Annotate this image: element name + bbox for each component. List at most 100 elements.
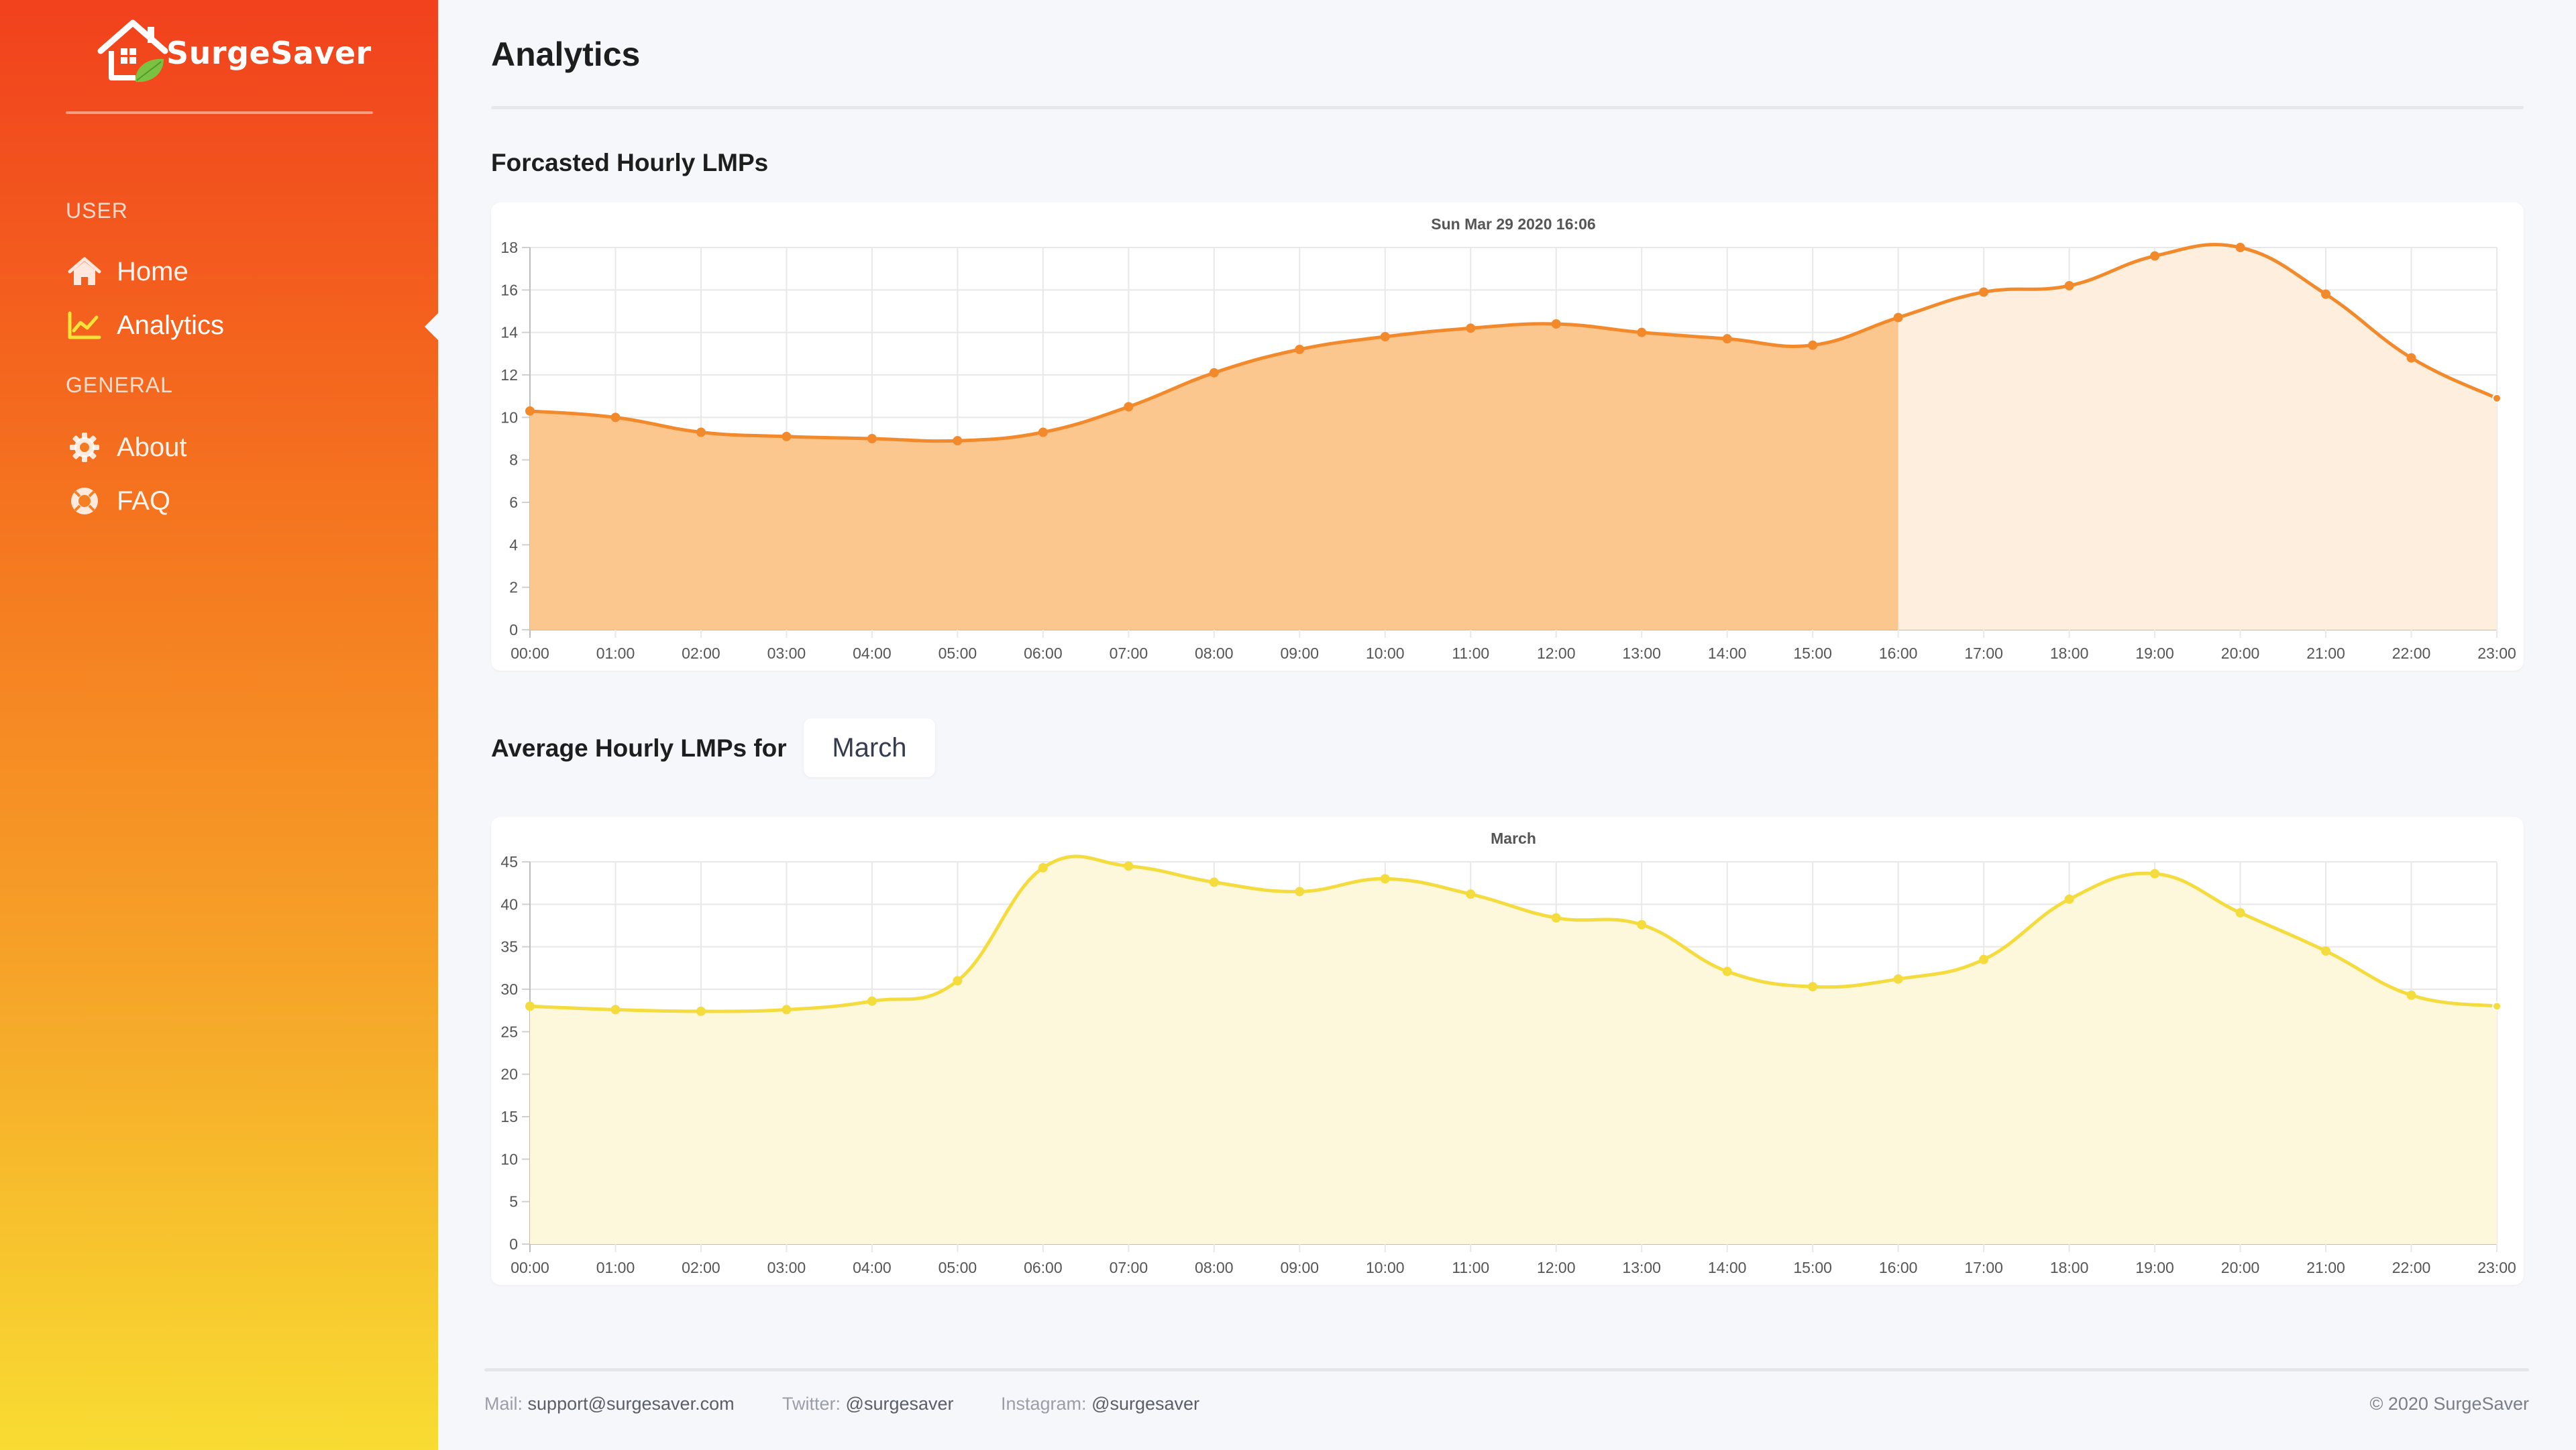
forecast-xtick-label: 01:00 [596, 645, 635, 662]
home-icon [66, 253, 103, 290]
forecast-data-point [1038, 427, 1048, 437]
average-ytick-label: 20 [500, 1066, 518, 1083]
average-xtick-label: 10:00 [1366, 1259, 1405, 1276]
forecast-xtick-label: 22:00 [2392, 645, 2431, 662]
sidebar-item-analytics[interactable]: Analytics [66, 302, 415, 349]
footer-mail-link[interactable]: support@surgesaver.com [527, 1394, 735, 1414]
average-xtick-label: 02:00 [682, 1259, 720, 1276]
month-select[interactable]: March [804, 718, 935, 777]
average-data-point [1551, 913, 1561, 923]
forecast-data-point [1295, 345, 1305, 354]
average-ytick-label: 45 [500, 853, 518, 871]
average-ytick-label: 0 [509, 1235, 518, 1253]
average-xtick-label: 08:00 [1195, 1259, 1234, 1276]
forecast-xtick-label: 03:00 [767, 645, 806, 662]
average-data-point [1038, 862, 1048, 873]
forecast-xtick-label: 12:00 [1537, 645, 1576, 662]
lifebuoy-icon [66, 482, 103, 520]
forecast-xtick-label: 14:00 [1708, 645, 1747, 662]
average-data-point [782, 1005, 792, 1015]
average-xtick-label: 03:00 [767, 1259, 806, 1276]
sidebar-item-label: Analytics [117, 310, 225, 340]
sidebar-item-about[interactable]: About [66, 424, 415, 471]
gear-icon [66, 429, 103, 466]
average-data-point [525, 1001, 535, 1011]
forecast-chart-card: Sun Mar 29 2020 16:06 0 2 4 6 8 10 12 14 16 18 00:0… [491, 203, 2524, 671]
average-xtick-label: 11:00 [1452, 1259, 1489, 1276]
forecast-xtick-label: 11:00 [1452, 645, 1489, 662]
average-data-point [696, 1006, 706, 1016]
sidebar-item-label: Home [117, 256, 189, 286]
forecast-data-point [1893, 313, 1903, 323]
title-divider [491, 106, 2524, 109]
average-chart-card: March 0 5 10 15 20 25 30 35 40 45 00:00 01:00 02:00 03… [491, 817, 2524, 1285]
average-data-point [1722, 966, 1732, 977]
average-data-point [953, 976, 963, 986]
average-data-point [1466, 889, 1476, 899]
forecast-data-point [2406, 353, 2416, 363]
forecast-ytick-label: 2 [509, 579, 518, 596]
forecast-data-point [2321, 289, 2331, 299]
forecast-series-line [529, 243, 2498, 443]
average-data-point [1295, 887, 1305, 897]
forecast-data-point [525, 406, 535, 416]
forecast-ytick-label: 4 [509, 536, 518, 553]
house-leaf-logo-icon [97, 19, 168, 82]
forecast-data-point [953, 436, 963, 446]
footer-instagram-link[interactable]: @surgesaver [1091, 1394, 1200, 1414]
forecast-xtick-label: 16:00 [1879, 645, 1918, 662]
sidebar-item-faq[interactable]: FAQ [66, 478, 415, 524]
forecast-xtick-label: 10:00 [1366, 645, 1405, 662]
average-ytick-label: 30 [500, 981, 518, 998]
forecast-data-point [782, 431, 792, 441]
average-xtick-label: 18:00 [2050, 1259, 2089, 1276]
forecast-section-title: Forcasted Hourly LMPs [491, 149, 769, 176]
sidebar-section-general: GENERAL [66, 373, 173, 397]
forecast-data-point [2492, 393, 2502, 403]
average-data-point [1124, 861, 1134, 871]
forecast-data-point [2150, 251, 2160, 261]
forecast-ytick-label: 12 [500, 366, 518, 384]
average-data-point [2321, 946, 2331, 956]
sidebar-item-label: FAQ [117, 486, 171, 516]
page-title: Analytics [491, 36, 641, 73]
forecast-area-past [530, 317, 1898, 630]
brand[interactable]: SurgeSaver [94, 16, 371, 97]
average-data-point [1893, 974, 1903, 984]
forecast-data-point [2235, 243, 2245, 252]
forecast-xtick-label: 02:00 [682, 645, 720, 662]
average-data-point [867, 996, 877, 1006]
sidebar: SurgeSaver USER Home Analytics GENERAL [0, 0, 438, 1450]
average-xtick-label: 07:00 [1110, 1259, 1148, 1276]
forecast-chart-title: Sun Mar 29 2020 16:06 [1431, 215, 1595, 233]
average-xtick-label: 23:00 [2477, 1259, 2516, 1276]
average-section-title: Average Hourly LMPs for [491, 734, 787, 762]
app-name: SurgeSaver [166, 35, 372, 71]
forecast-data-point [1209, 368, 1219, 378]
sidebar-item-home[interactable]: Home [66, 248, 415, 295]
forecast-xtick-label: 19:00 [2135, 645, 2174, 662]
footer-twitter-label: Twitter: [782, 1394, 841, 1414]
forecast-area-future [1898, 244, 2497, 630]
average-xtick-label: 12:00 [1537, 1259, 1576, 1276]
forecast-ytick-label: 14 [500, 324, 518, 341]
average-xtick-label: 17:00 [1964, 1259, 2003, 1276]
footer-mail-label: Mail: [484, 1394, 523, 1414]
forecast-data-point [1979, 287, 1989, 297]
forecast-xtick-label: 21:00 [2306, 645, 2345, 662]
average-ytick-label: 25 [500, 1023, 518, 1040]
forecast-data-point [1380, 332, 1390, 341]
average-data-point [1979, 954, 1989, 964]
forecast-xtick-label: 09:00 [1281, 645, 1320, 662]
forecast-xtick-label: 07:00 [1110, 645, 1148, 662]
average-data-point [2235, 908, 2245, 917]
chart-line-icon [66, 306, 103, 344]
average-data-point [1209, 877, 1219, 887]
forecast-chart: Sun Mar 29 2020 16:06 0 2 4 6 8 10 12 14 16 18 00:0… [500, 215, 2516, 662]
average-data-point [1637, 919, 1647, 930]
footer-instagram-label: Instagram: [1001, 1394, 1087, 1414]
footer-copyright: © 2020 SurgeSaver [2369, 1394, 2529, 1414]
forecast-xtick-label: 18:00 [2050, 645, 2089, 662]
forecast-ytick-label: 8 [509, 451, 518, 469]
footer-twitter-link[interactable]: @surgesaver [845, 1394, 954, 1414]
